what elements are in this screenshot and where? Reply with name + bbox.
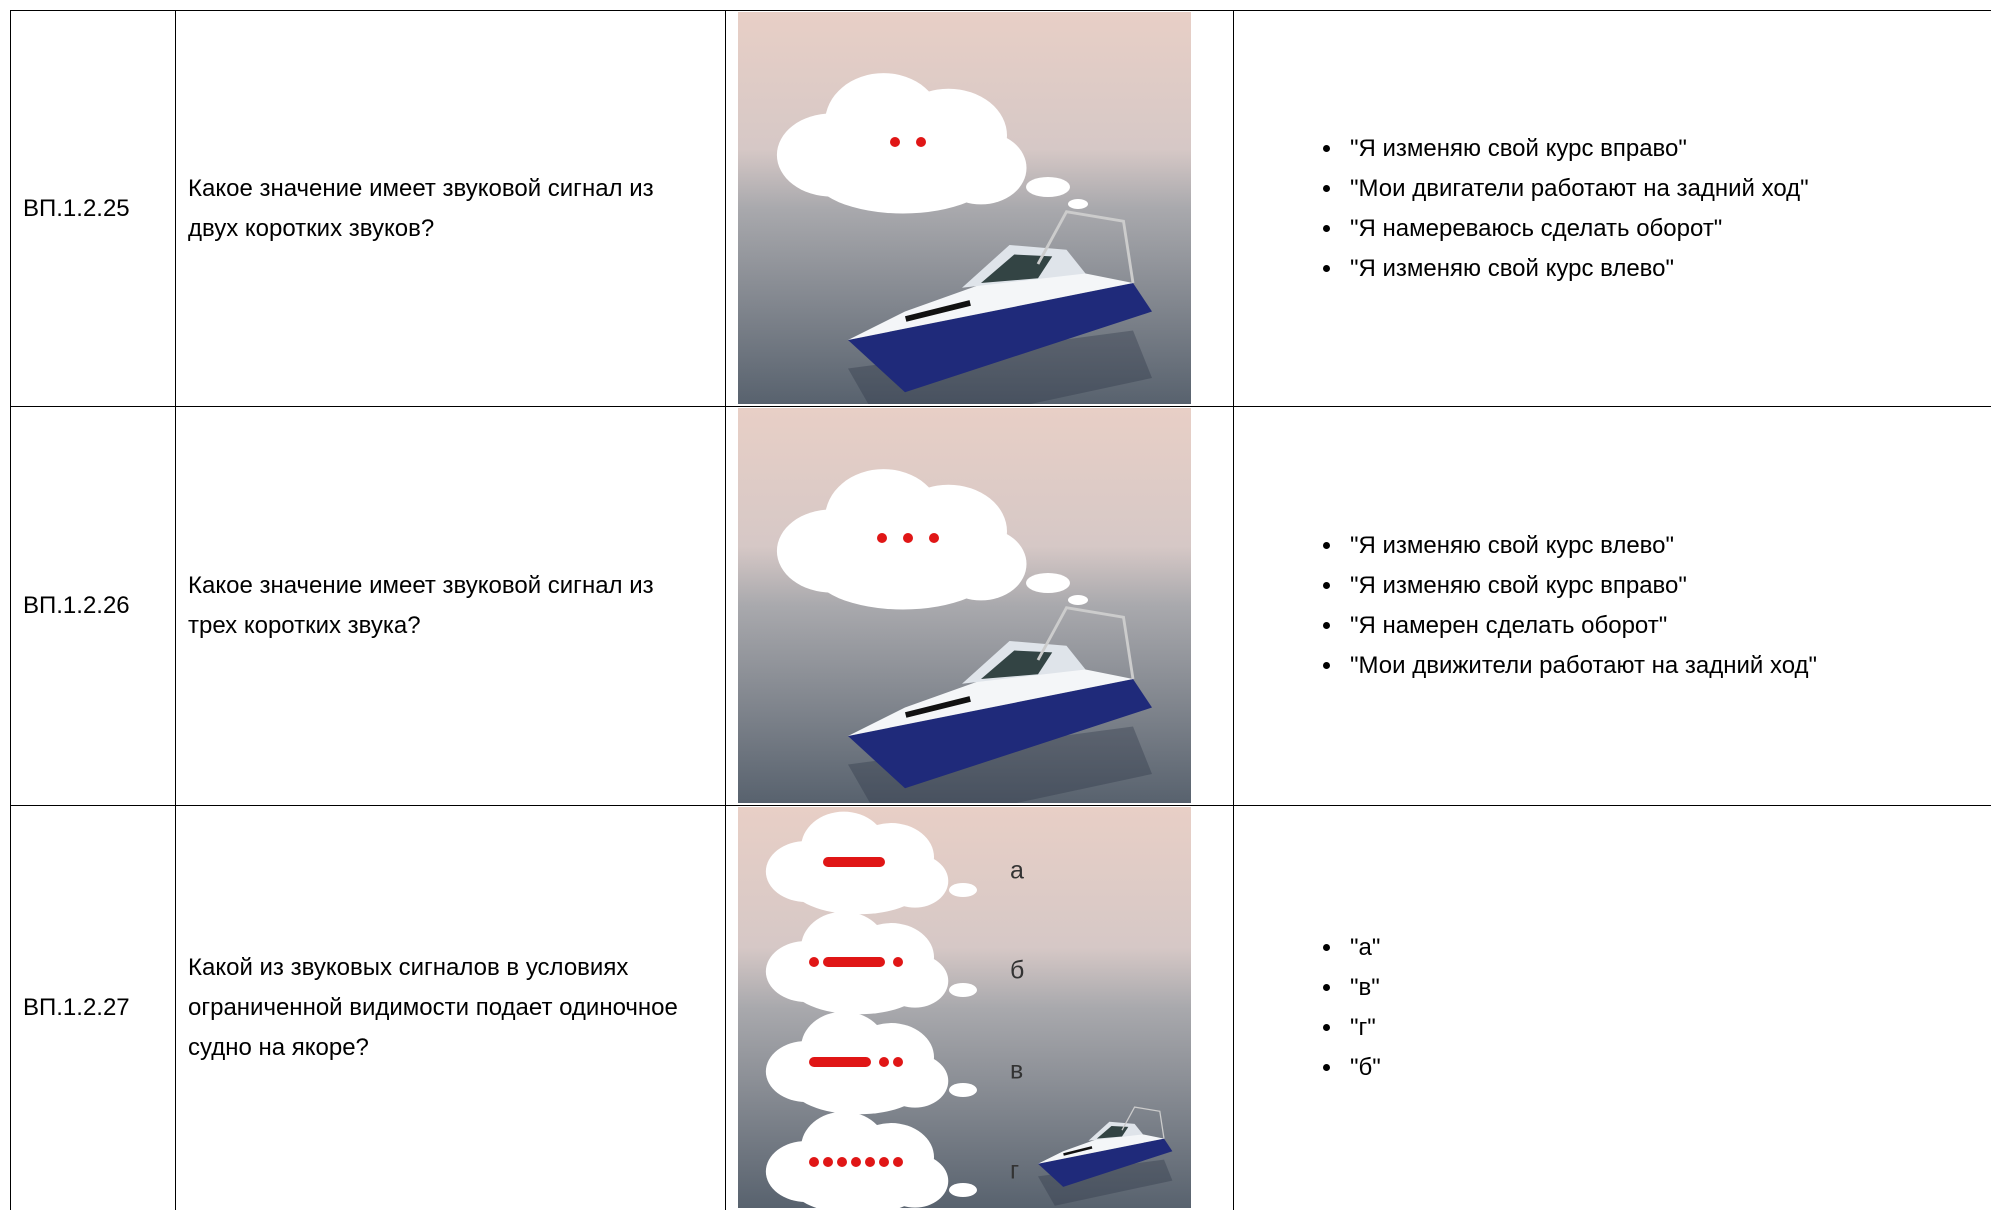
deck xyxy=(848,660,1133,736)
image-cell xyxy=(725,805,1233,1210)
question-cell: Какое значение имеет звуковой сигнал из … xyxy=(175,406,725,805)
answer-option: "Я намереваюсь сделать оборот" xyxy=(1344,209,1809,249)
cloud-bubble xyxy=(949,983,977,997)
signal-label: г xyxy=(1010,1157,1019,1185)
cloud-puff xyxy=(791,1057,925,1115)
rail xyxy=(1121,1106,1165,1139)
signal-dot xyxy=(903,533,913,543)
signal-dot xyxy=(879,1057,889,1067)
id-cell: ВП.1.2.27 xyxy=(10,805,175,1210)
answer-option: "Я намерен сделать оборот" xyxy=(1344,606,1817,646)
windows xyxy=(981,254,1053,283)
answers-cell: "а""в""г""б" xyxy=(1233,805,1991,1210)
cloud-bubble xyxy=(1026,177,1070,197)
deck xyxy=(1038,1130,1164,1164)
boat xyxy=(848,210,1153,404)
answer-list: "Я изменяю свой курс вправо""Мои двигате… xyxy=(1234,129,1809,289)
answer-option: "Я изменяю свой курс вправо" xyxy=(1344,129,1809,169)
id-cell: ВП.1.2.26 xyxy=(10,406,175,805)
signal-dot xyxy=(929,533,939,543)
question-text: Какой из звуковых сигналов в условиях ог… xyxy=(188,954,678,1061)
signal-dot xyxy=(879,1157,889,1167)
hull xyxy=(1038,1138,1173,1187)
windows xyxy=(981,650,1053,679)
question-cell: Какой из звуковых сигналов в условиях ог… xyxy=(175,805,725,1210)
stripe xyxy=(905,696,971,718)
answer-list: "Я изменяю свой курс влево""Я изменяю св… xyxy=(1234,526,1817,686)
signal-label: а xyxy=(1010,857,1024,885)
reflection xyxy=(1038,1159,1173,1206)
boat xyxy=(1038,1106,1173,1206)
rail xyxy=(1036,606,1135,680)
signal-dot xyxy=(865,1157,875,1167)
answer-option: "г" xyxy=(1344,1008,1381,1048)
signal-dot xyxy=(823,1157,833,1167)
cloud-puff xyxy=(812,135,994,214)
boat xyxy=(848,606,1153,803)
answer-option: "а" xyxy=(1344,928,1381,968)
image-cell xyxy=(725,10,1233,406)
illustration xyxy=(738,12,1191,404)
cloud-puff xyxy=(791,857,925,915)
hull xyxy=(848,679,1152,789)
id-cell: ВП.1.2.25 xyxy=(10,10,175,406)
answers-cell: "Я изменяю свой курс влево""Я изменяю св… xyxy=(1233,406,1991,805)
signal-dash xyxy=(823,957,885,967)
answer-option: "б" xyxy=(1344,1048,1381,1088)
question-text: Какое значение имеет звуковой сигнал из … xyxy=(188,572,654,639)
cloud-bubble xyxy=(1068,199,1088,209)
cloud-bubble xyxy=(1026,573,1070,593)
illustration: а б в г xyxy=(738,807,1191,1208)
signal-dot xyxy=(916,137,926,147)
signal-dot xyxy=(809,1157,819,1167)
signal-dot xyxy=(877,533,887,543)
signal-dot xyxy=(809,957,819,967)
cloud-puff xyxy=(791,1157,925,1208)
signal-dash xyxy=(823,857,885,867)
image-cell xyxy=(725,406,1233,805)
answers-cell: "Я изменяю свой курс вправо""Мои двигате… xyxy=(1233,10,1991,406)
answer-option: "Мои движители работают на задний ход" xyxy=(1344,646,1817,686)
rail xyxy=(1036,210,1135,284)
signal-dot xyxy=(893,1057,903,1067)
windows xyxy=(1096,1126,1129,1139)
cloud-puff xyxy=(791,957,925,1015)
answer-option: "в" xyxy=(1344,968,1381,1008)
stripe xyxy=(1063,1146,1093,1156)
signal-dot xyxy=(893,1157,903,1167)
illustration xyxy=(738,408,1191,803)
question-text: Какое значение имеет звуковой сигнал из … xyxy=(188,174,654,242)
signal-dash xyxy=(809,1057,871,1067)
signal-label: в xyxy=(1010,1057,1023,1085)
signal-dot xyxy=(851,1157,861,1167)
cloud-puff xyxy=(812,531,994,610)
question-cell: Какое значение имеет звуковой сигнал из … xyxy=(175,10,725,406)
stripe xyxy=(905,300,971,322)
question-id: ВП.1.2.27 xyxy=(23,994,130,1021)
question-id: ВП.1.2.26 xyxy=(23,592,130,619)
hull xyxy=(848,283,1152,393)
answer-option: "Я изменяю свой курс влево" xyxy=(1344,249,1809,289)
signal-dot xyxy=(890,137,900,147)
cloud-bubble xyxy=(1068,595,1088,605)
cloud-bubble xyxy=(949,1183,977,1197)
reflection xyxy=(848,726,1153,803)
answer-list: "а""в""г""б" xyxy=(1234,928,1381,1088)
cloud-bubble xyxy=(949,1083,977,1097)
question-id: ВП.1.2.25 xyxy=(23,194,130,222)
signal-dot xyxy=(893,957,903,967)
answer-option: "Я изменяю свой курс вправо" xyxy=(1344,566,1817,606)
signal-label: б xyxy=(1010,957,1024,985)
signal-dot xyxy=(837,1157,847,1167)
cloud-bubble xyxy=(949,883,977,897)
answer-option: "Мои двигатели работают на задний ход" xyxy=(1344,169,1809,209)
deck xyxy=(848,264,1133,340)
answer-option: "Я изменяю свой курс влево" xyxy=(1344,526,1817,566)
